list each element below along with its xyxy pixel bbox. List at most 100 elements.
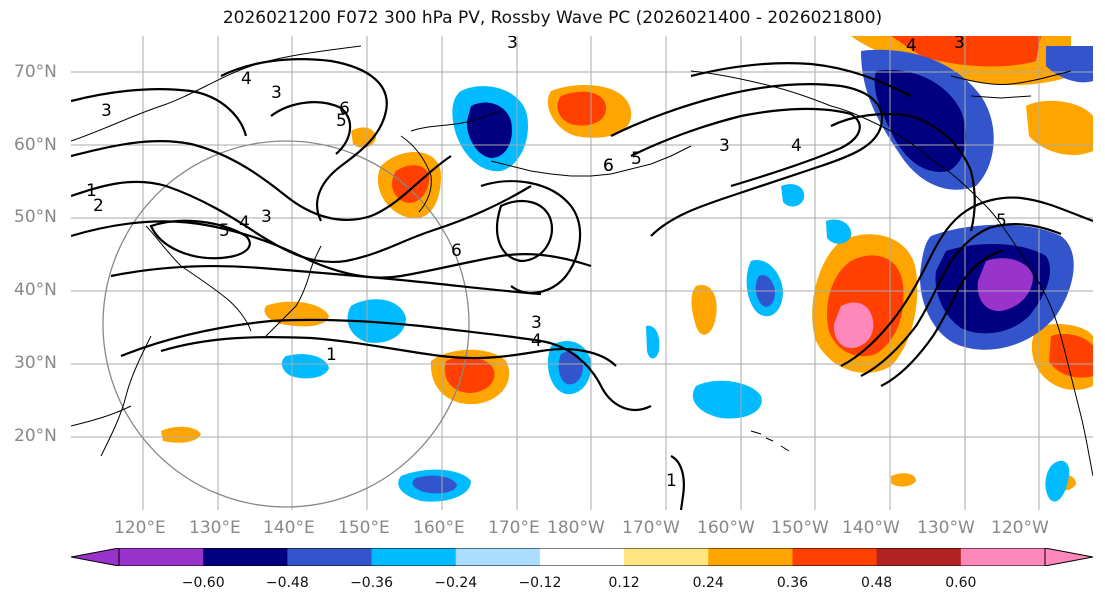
contour-label: 3	[261, 207, 272, 227]
contour-label: 1	[86, 181, 97, 201]
pv-contour-14	[220, 58, 388, 222]
contour-label: 5	[219, 221, 230, 241]
contour-label: 5	[631, 149, 642, 169]
pv-contour-4	[120, 318, 652, 411]
colorbar-segment	[708, 548, 793, 566]
colorbar-max-extension	[1044, 548, 1093, 566]
pv-contour-19	[71, 87, 248, 137]
pv-contour-7	[610, 82, 884, 237]
contour-label: 4	[791, 136, 802, 156]
colorbar-tick-label: 0.48	[861, 575, 893, 591]
pv-contour-5	[160, 335, 617, 367]
colorbar-segments	[118, 548, 1046, 566]
lon-label-170e: 170°E	[488, 518, 540, 538]
pv-contour-20	[670, 455, 685, 510]
contour-label: 6	[603, 156, 614, 176]
colorbar-segment	[792, 548, 878, 566]
pv-contour-15	[270, 101, 352, 155]
contour-label: 6	[339, 99, 350, 119]
contour-label: 3	[954, 36, 965, 53]
colorbar-segment	[455, 548, 541, 566]
pv-contour-3	[71, 220, 592, 279]
contour-label: 1	[666, 471, 677, 491]
colorbar-tick-label: −0.48	[265, 575, 309, 591]
lon-label-140w: 140°W	[842, 518, 900, 538]
negative-pv-anomalies	[281, 46, 1093, 502]
positive-pv-anomalies	[161, 36, 1093, 491]
pv-contour-8	[630, 107, 861, 188]
contour-label: 4	[239, 213, 250, 233]
contour-label: 6	[603, 156, 614, 176]
colorbar-tick-label: 0.36	[776, 575, 809, 591]
lon-label-150e: 150°E	[338, 518, 390, 538]
pv-contour-1	[71, 139, 452, 221]
lon-label-150w: 150°W	[771, 518, 829, 538]
colorbar-segment	[539, 548, 625, 566]
lon-label-120w: 120°W	[991, 518, 1049, 538]
contour-label: 1	[326, 345, 337, 365]
map-canvas: 3 4 1 2 3 4 5 6 6 6 5 3 4 5 4 3 1 3 4 6 …	[71, 36, 1093, 510]
colorbar-segment	[624, 548, 709, 566]
lon-label-160w: 160°W	[697, 518, 755, 538]
colorbar-tick-label: 0.24	[692, 575, 724, 591]
contour-label: 6	[451, 241, 462, 261]
colorbar-tick-label: −0.12	[518, 575, 562, 591]
contour-label: 3	[271, 83, 282, 103]
map-title: 2026021200 F072 300 hPa PV, Rossby Wave …	[222, 8, 883, 28]
lon-label-130e: 130°E	[189, 518, 241, 538]
contour-label: 4	[531, 331, 542, 351]
pv-contour-10	[840, 196, 1093, 367]
colorbar-segment	[371, 548, 457, 566]
contour-label: 3	[531, 313, 542, 333]
colorbar-segment	[203, 548, 288, 566]
colorbar-segment	[960, 548, 1046, 566]
lat-label-20n: 20°N	[14, 426, 57, 446]
contour-labels: 3 4 1 2 3 4 5 6 6 6 5 3 4 5 4 3 1 3 4 6 …	[86, 36, 1007, 491]
lon-label-170w: 170°W	[622, 518, 680, 538]
lon-label-120e: 120°E	[114, 518, 166, 538]
colorbar-tick-label: 0.12	[608, 575, 640, 591]
lat-label-30n: 30°N	[14, 353, 57, 373]
pv-contour-16	[149, 219, 251, 260]
colorbar-tick-label: −0.60	[181, 575, 225, 591]
contour-label: 3	[507, 36, 518, 53]
pv-contours	[71, 58, 1093, 510]
colorbar	[71, 548, 1093, 566]
colorbar-tick-label: −0.24	[434, 575, 478, 591]
colorbar-segment	[119, 548, 204, 566]
lon-label-180w: 180°W	[547, 518, 605, 538]
pv-contour-12	[880, 248, 1004, 387]
lon-label-130w: 130°W	[917, 518, 975, 538]
coastline-canada-arctic	[950, 70, 1072, 99]
coastline-kamchatka	[400, 110, 502, 213]
aleutian-islands	[490, 145, 692, 177]
pv-contour-17	[496, 199, 554, 263]
coastline-alaska	[690, 70, 1017, 247]
pv-contour-9	[690, 62, 912, 97]
lon-label-160e: 160°E	[413, 518, 465, 538]
lon-label-140e: 140°E	[263, 518, 315, 538]
contour-label: 3	[719, 136, 730, 156]
pv-contour-11	[860, 223, 1062, 377]
contour-label: 4	[906, 36, 917, 56]
colorbar-segment	[876, 548, 962, 566]
reference-radius-circle	[102, 140, 470, 508]
contour-label: 5	[996, 211, 1007, 231]
lat-label-70n: 70°N	[14, 62, 57, 82]
contour-label: 5	[336, 111, 347, 131]
lat-label-60n: 60°N	[14, 135, 57, 155]
pv-contour-18	[480, 180, 582, 294]
contour-label: 4	[241, 69, 252, 89]
pv-contour-6	[110, 264, 542, 296]
coastline-asia	[71, 45, 362, 457]
lat-label-50n: 50°N	[14, 207, 57, 227]
colorbar-min-extension	[71, 548, 120, 566]
colorbar-tick-label: −0.36	[350, 575, 393, 591]
colorbar-segment	[287, 548, 373, 566]
contour-label: 2	[93, 196, 104, 216]
hawaii-islands	[750, 430, 790, 452]
contour-label: 3	[101, 101, 112, 121]
lat-label-40n: 40°N	[14, 280, 57, 300]
coastline-north-america-west	[1015, 245, 1093, 477]
colorbar-tick-label: 0.60	[945, 575, 977, 591]
